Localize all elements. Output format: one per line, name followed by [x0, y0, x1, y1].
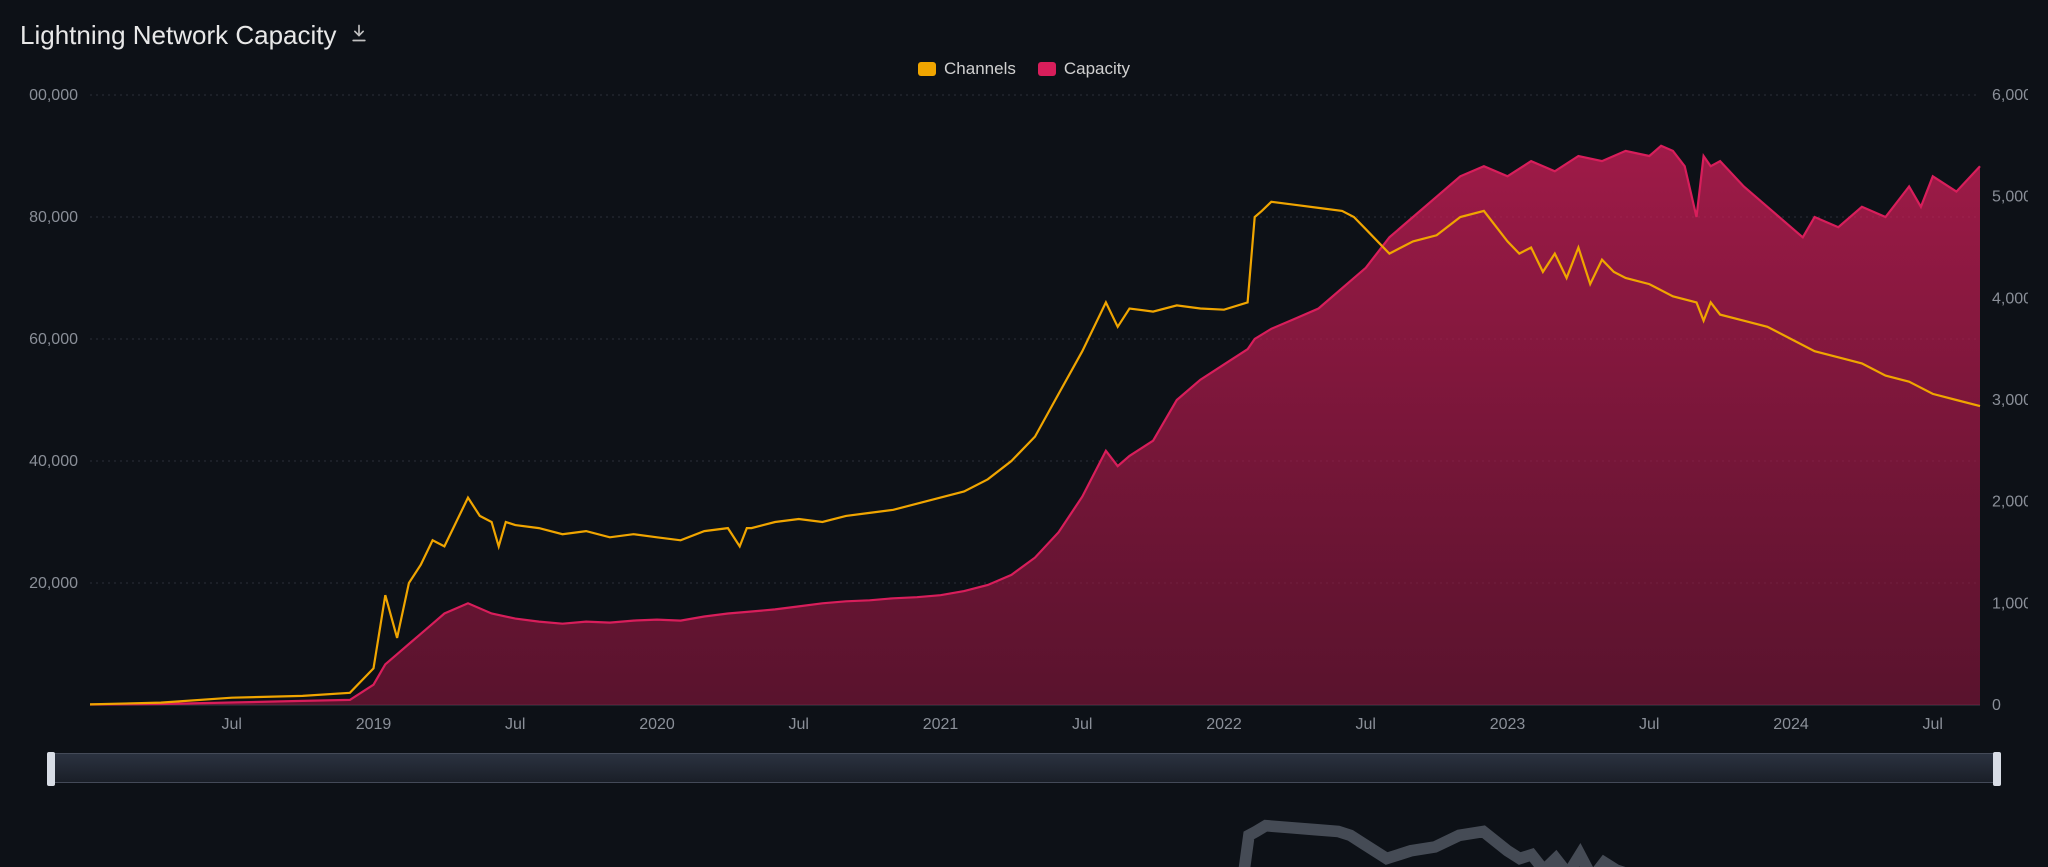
svg-text:2019: 2019 [356, 716, 392, 733]
svg-text:Jul: Jul [1072, 716, 1092, 733]
svg-text:Jul: Jul [505, 716, 525, 733]
svg-text:00,000: 00,000 [29, 87, 78, 104]
svg-text:2,000: 2,000 [1992, 494, 2028, 511]
legend: Channels Capacity [20, 59, 2028, 79]
svg-text:Jul: Jul [1923, 716, 1943, 733]
range-handle-left[interactable] [47, 752, 55, 786]
svg-text:1,000: 1,000 [1992, 595, 2028, 612]
svg-text:5,000: 5,000 [1992, 189, 2028, 206]
svg-text:40,000: 40,000 [29, 453, 78, 470]
svg-text:Jul: Jul [1639, 716, 1659, 733]
svg-text:20,000: 20,000 [29, 575, 78, 592]
svg-text:80,000: 80,000 [29, 209, 78, 226]
svg-text:3,000: 3,000 [1992, 392, 2028, 409]
range-slider[interactable] [50, 753, 1998, 783]
svg-text:4,000: 4,000 [1992, 290, 2028, 307]
svg-text:0: 0 [1992, 697, 2001, 714]
chart-svg: 20,000 40,000 60,000 80,000 00,000 0 1,000 2,0… [20, 85, 2028, 745]
legend-swatch-channels [918, 62, 936, 76]
svg-text:60,000: 60,000 [29, 331, 78, 348]
range-mini-chart [57, 758, 1991, 867]
svg-text:2021: 2021 [923, 716, 959, 733]
legend-swatch-capacity [1038, 62, 1056, 76]
svg-text:6,000: 6,000 [1992, 87, 2028, 104]
svg-text:2020: 2020 [639, 716, 675, 733]
legend-label-channels: Channels [944, 59, 1016, 79]
legend-item-capacity[interactable]: Capacity [1038, 59, 1130, 79]
range-handle-right[interactable] [1993, 752, 2001, 786]
svg-text:2022: 2022 [1206, 716, 1242, 733]
legend-item-channels[interactable]: Channels [918, 59, 1016, 79]
legend-label-capacity: Capacity [1064, 59, 1130, 79]
svg-text:Jul: Jul [222, 716, 242, 733]
svg-text:2024: 2024 [1773, 716, 1809, 733]
chart-area[interactable]: 20,000 40,000 60,000 80,000 00,000 0 1,000 2,0… [20, 85, 2028, 745]
header: Lightning Network Capacity [20, 20, 2028, 51]
svg-text:Jul: Jul [789, 716, 809, 733]
chart-title: Lightning Network Capacity [20, 20, 337, 51]
download-icon[interactable] [349, 23, 369, 48]
chart-panel: Lightning Network Capacity Channels Capa… [0, 0, 2048, 867]
svg-text:2023: 2023 [1490, 716, 1526, 733]
svg-text:Jul: Jul [1356, 716, 1376, 733]
